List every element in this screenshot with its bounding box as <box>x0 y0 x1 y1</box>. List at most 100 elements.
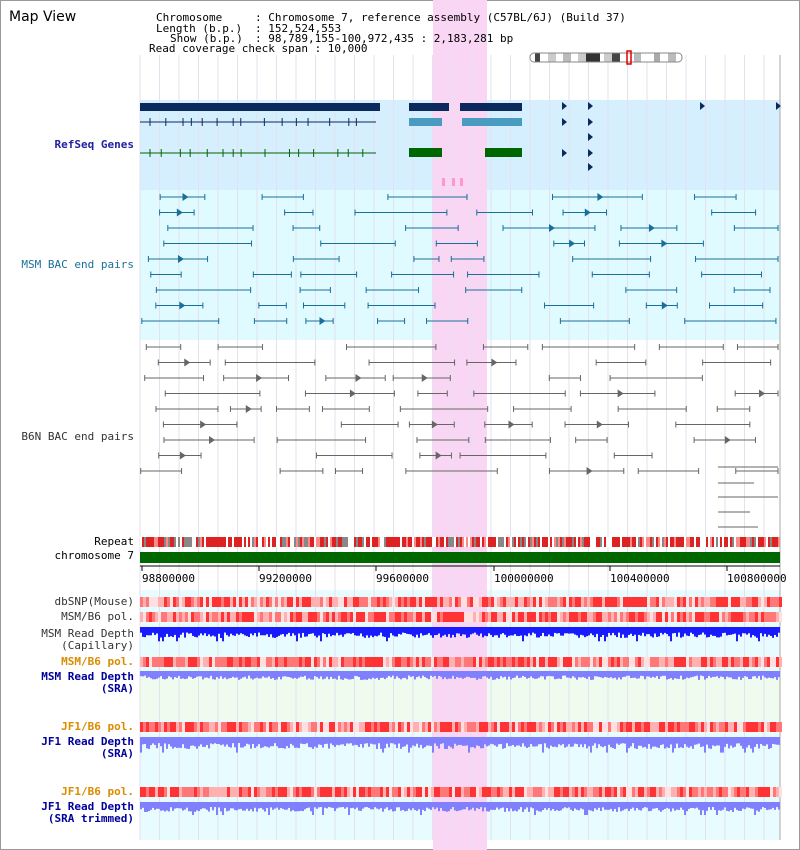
read-depth-bar <box>488 671 490 679</box>
polymorphism-cell <box>602 787 605 797</box>
repeat-block <box>452 537 454 547</box>
repeat-block <box>776 537 778 547</box>
track-label-jf1-pol-1[interactable]: JF1/B6 pol. <box>61 720 134 733</box>
read-depth-bar <box>726 627 728 636</box>
read-depth-bar <box>740 671 742 680</box>
track-label-msm-depth-cap[interactable]: MSM Read Depth <box>41 627 134 640</box>
read-depth-bar <box>752 627 754 636</box>
polymorphism-cell <box>743 657 746 667</box>
track-label-refseq[interactable]: RefSeq Genes <box>54 138 134 151</box>
repeat-block <box>162 537 164 547</box>
read-depth-bar <box>170 627 172 637</box>
read-depth-bar <box>774 671 776 678</box>
polymorphism-cell <box>224 657 227 667</box>
polymorphism-cell <box>206 597 209 607</box>
read-depth-bar <box>702 802 704 811</box>
read-depth-bar <box>202 671 204 680</box>
read-depth-bar <box>408 802 410 809</box>
polymorphism-cell <box>737 722 740 732</box>
read-depth-bar <box>452 627 454 635</box>
polymorphism-cell <box>776 722 779 732</box>
read-depth-bar <box>504 671 506 677</box>
polymorphism-cell <box>302 597 305 607</box>
read-depth-bar <box>396 627 398 637</box>
repeat-block <box>578 537 580 547</box>
polymorphism-cell <box>704 612 707 622</box>
read-depth-bar <box>672 627 674 634</box>
repeat-block <box>298 537 300 547</box>
read-depth-bar <box>492 627 494 637</box>
read-depth-bar <box>254 671 256 679</box>
track-label-b6n-bac[interactable]: B6N BAC end pairs <box>21 430 134 443</box>
polymorphism-cell <box>656 612 659 622</box>
read-depth-bar <box>764 671 766 678</box>
track-label-msm-pol-2[interactable]: MSM/B6 pol. <box>61 655 134 668</box>
read-depth-bar <box>586 671 588 680</box>
read-depth-bar <box>426 802 428 808</box>
polymorphism-cell <box>659 612 662 622</box>
polymorphism-cell <box>401 597 404 607</box>
repeat-block <box>352 537 354 547</box>
repeat-block <box>346 537 348 547</box>
read-depth-bar <box>184 627 186 638</box>
read-depth-bar <box>716 802 718 815</box>
polymorphism-cell <box>332 657 335 667</box>
polymorphism-cell <box>308 722 311 732</box>
read-depth-bar <box>420 737 422 745</box>
read-depth-bar <box>188 737 190 749</box>
ideogram-band <box>620 53 628 62</box>
read-depth-bar <box>630 737 632 747</box>
read-depth-bar <box>768 627 770 635</box>
read-depth-bar <box>634 737 636 749</box>
read-depth-bar <box>284 671 286 677</box>
read-depth-bar <box>580 671 582 678</box>
read-depth-bar <box>400 671 402 680</box>
polymorphism-cell <box>728 722 731 732</box>
track-label-dbsnp[interactable]: dbSNP(Mouse) <box>54 595 134 608</box>
polymorphism-cell <box>302 787 305 797</box>
polymorphism-cell <box>716 722 719 732</box>
track-label-jf1-pol-2[interactable]: JF1/B6 pol. <box>61 785 134 798</box>
read-depth-bar <box>494 627 496 636</box>
repeat-block <box>172 537 174 547</box>
polymorphism-cell <box>167 597 170 607</box>
track-label-msm-pol-1[interactable]: MSM/B6 pol. <box>61 610 134 623</box>
polymorphism-cell <box>728 657 731 667</box>
read-depth-bar <box>366 802 368 808</box>
read-depth-bar <box>630 671 632 679</box>
read-depth-bar <box>688 627 690 637</box>
read-depth-bar <box>324 802 326 808</box>
read-depth-bar <box>198 737 200 747</box>
track-label-jf1-depth-trim[interactable]: JF1 Read Depth <box>41 800 134 813</box>
repeat-block <box>766 537 768 547</box>
read-depth-bar <box>616 671 618 680</box>
read-depth-bar <box>162 802 164 811</box>
read-depth-bar <box>276 802 278 808</box>
read-depth-bar <box>420 671 422 679</box>
polymorphism-cell <box>752 722 755 732</box>
read-depth-bar <box>722 671 724 677</box>
polymorphism-cell <box>689 612 692 622</box>
read-depth-bar <box>616 737 618 744</box>
read-depth-bar <box>200 737 202 745</box>
repeat-block <box>650 537 652 547</box>
polymorphism-cell <box>476 612 479 622</box>
repeat-block <box>252 537 254 547</box>
polymorphism-cell <box>359 612 362 622</box>
polymorphism-cell <box>539 722 542 732</box>
repeat-block <box>342 537 344 547</box>
b6n-bac-pair-marker <box>256 374 263 382</box>
repeat-block <box>544 537 546 547</box>
read-depth-bar <box>436 737 438 746</box>
polymorphism-cell <box>665 597 668 607</box>
track-label-msm-bac[interactable]: MSM BAC end pairs <box>21 258 134 271</box>
polymorphism-cell <box>152 657 155 667</box>
gene-fragment <box>442 178 445 186</box>
ideogram-band <box>571 53 578 62</box>
read-depth-bar <box>758 671 760 676</box>
polymorphism-cell <box>539 787 542 797</box>
track-label-msm-depth-sra[interactable]: MSM Read Depth <box>41 670 134 683</box>
polymorphism-cell <box>308 657 311 667</box>
track-label-jf1-depth-sra[interactable]: JF1 Read Depth <box>41 735 134 748</box>
